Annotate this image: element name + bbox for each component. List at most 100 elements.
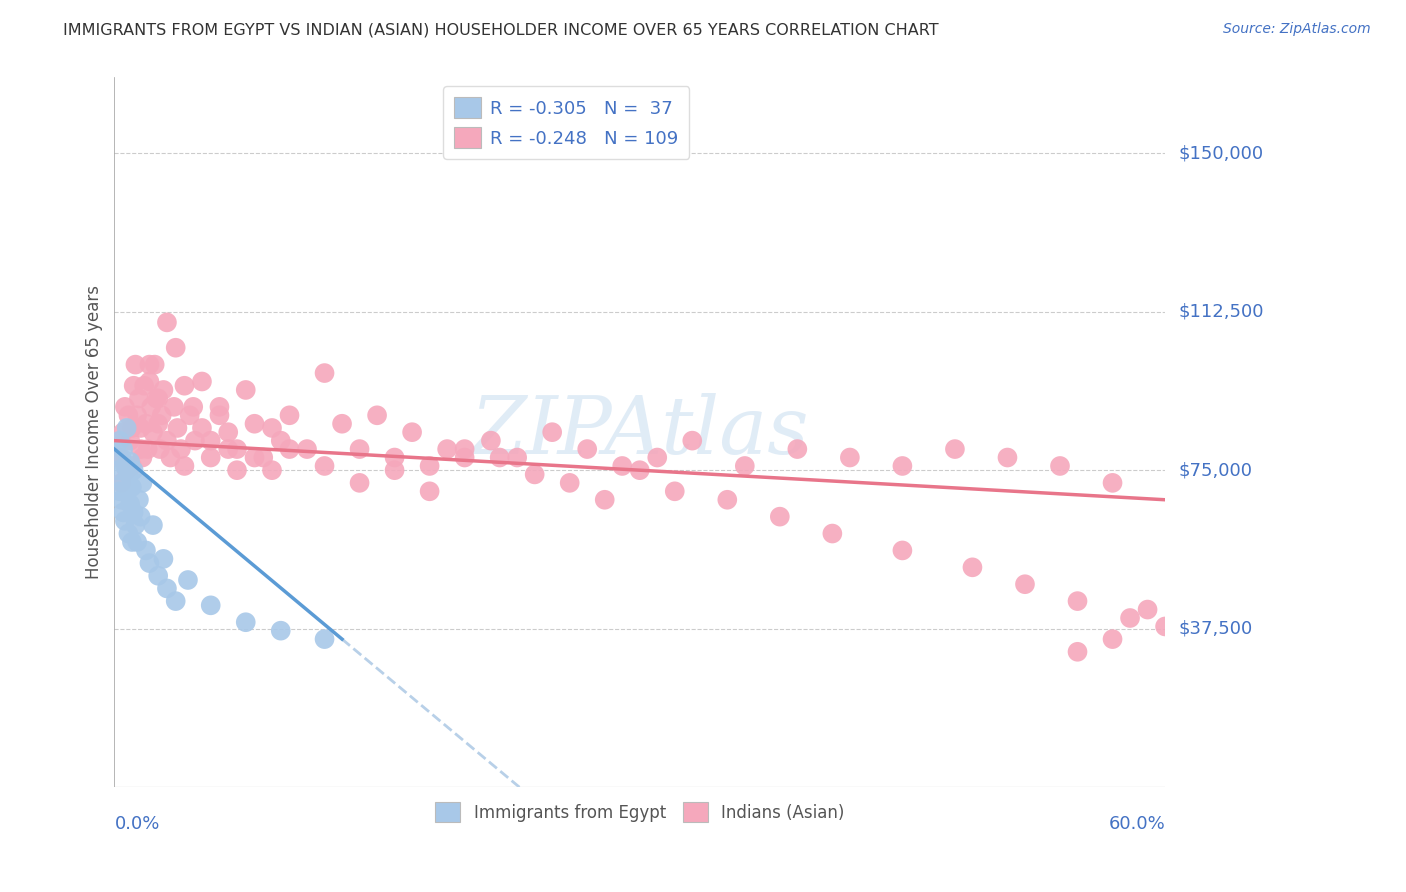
Point [110, 450, 132, 465]
Point [134, 378, 156, 392]
Point [260, 421, 283, 435]
Point [122, 505, 145, 519]
Point [127, 535, 149, 549]
Point [112, 425, 135, 440]
Point [135, 417, 157, 431]
Point [366, 409, 388, 423]
Point [120, 497, 142, 511]
Point [270, 624, 292, 638]
Point [121, 458, 143, 473]
Point [117, 409, 139, 423]
Point [148, 417, 170, 431]
Point [891, 543, 914, 558]
Point [943, 442, 966, 456]
Point [131, 450, 153, 465]
Point [821, 526, 844, 541]
Point [142, 518, 165, 533]
Point [488, 450, 510, 465]
Point [200, 434, 222, 448]
Point [260, 463, 283, 477]
Point [122, 463, 145, 477]
Point [179, 409, 201, 423]
Point [135, 543, 157, 558]
Point [645, 450, 668, 465]
Point [200, 450, 222, 465]
Point [349, 475, 371, 490]
Text: 0.0%: 0.0% [114, 815, 160, 833]
Point [349, 442, 371, 456]
Point [112, 505, 135, 519]
Point [112, 475, 135, 490]
Point [115, 421, 138, 435]
Point [278, 409, 301, 423]
Point [217, 425, 239, 440]
Point [184, 434, 207, 448]
Point [558, 475, 581, 490]
Point [1136, 602, 1159, 616]
Point [1014, 577, 1036, 591]
Point [117, 526, 139, 541]
Point [453, 442, 475, 456]
Point [177, 573, 200, 587]
Point [786, 442, 808, 456]
Point [114, 458, 136, 473]
Point [681, 434, 703, 448]
Point [1049, 458, 1071, 473]
Point [120, 455, 142, 469]
Point [734, 458, 756, 473]
Point [148, 392, 170, 406]
Point [716, 492, 738, 507]
Point [129, 509, 152, 524]
Point [108, 450, 131, 465]
Point [173, 458, 195, 473]
Point [120, 434, 142, 448]
Point [181, 400, 204, 414]
Point [200, 599, 222, 613]
Point [1101, 475, 1123, 490]
Point [142, 425, 165, 440]
Point [523, 467, 546, 482]
Point [173, 378, 195, 392]
Point [128, 392, 150, 406]
Point [114, 400, 136, 414]
Point [314, 366, 336, 380]
Point [143, 358, 166, 372]
Point [115, 463, 138, 477]
Point [127, 409, 149, 423]
Point [152, 383, 174, 397]
Point [121, 535, 143, 549]
Point [138, 358, 160, 372]
Point [159, 450, 181, 465]
Point [165, 341, 187, 355]
Point [170, 442, 193, 456]
Text: $75,000: $75,000 [1180, 461, 1253, 479]
Point [769, 509, 792, 524]
Legend: Immigrants from Egypt, Indians (Asian): Immigrants from Egypt, Indians (Asian) [429, 796, 851, 829]
Point [110, 475, 132, 490]
Point [235, 615, 257, 630]
Point [124, 518, 146, 533]
Point [165, 594, 187, 608]
Point [156, 582, 179, 596]
Point [628, 463, 651, 477]
Point [401, 425, 423, 440]
Point [962, 560, 984, 574]
Point [436, 442, 458, 456]
Point [226, 463, 249, 477]
Point [243, 417, 266, 431]
Point [235, 383, 257, 397]
Point [419, 484, 441, 499]
Point [541, 425, 564, 440]
Point [108, 434, 131, 448]
Point [129, 421, 152, 435]
Y-axis label: Householder Income Over 65 years: Householder Income Over 65 years [86, 285, 103, 579]
Point [131, 475, 153, 490]
Point [208, 400, 231, 414]
Point [152, 552, 174, 566]
Point [149, 442, 172, 456]
Point [110, 492, 132, 507]
Point [150, 409, 173, 423]
Point [1101, 632, 1123, 646]
Point [314, 632, 336, 646]
Point [243, 450, 266, 465]
